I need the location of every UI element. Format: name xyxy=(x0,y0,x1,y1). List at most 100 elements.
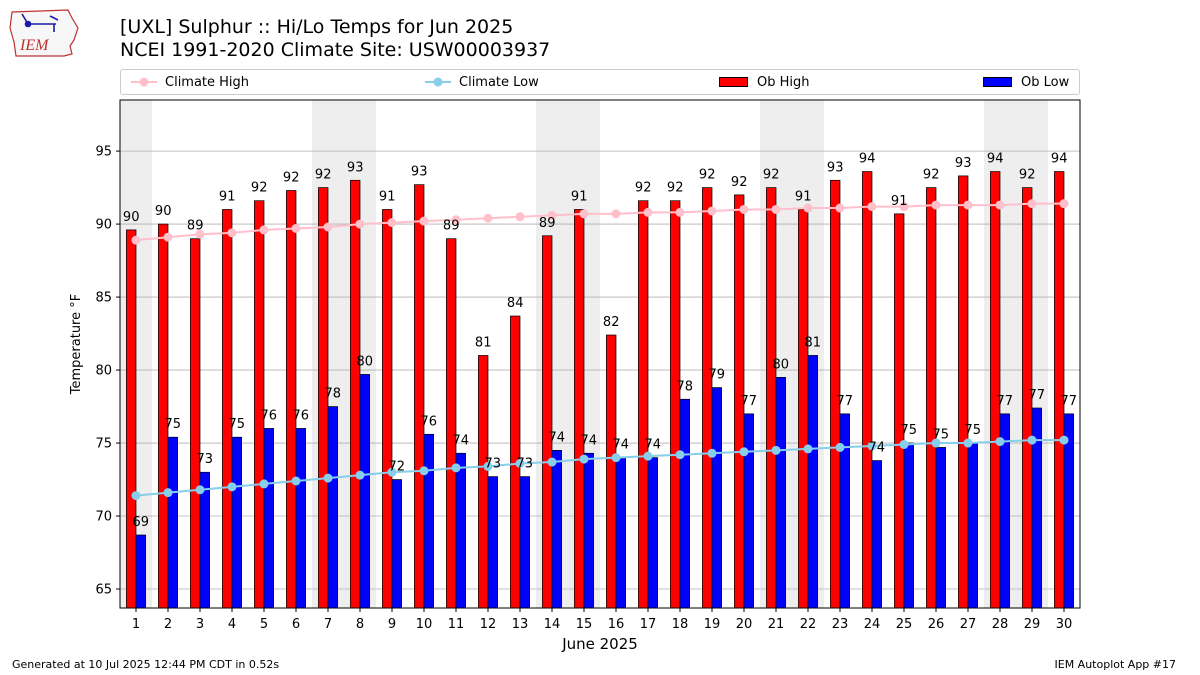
ob-high-label: 89 xyxy=(539,216,556,231)
legend-swatch-climate-high xyxy=(131,77,157,87)
ob-high-bar xyxy=(702,187,713,609)
ob-low-bar xyxy=(167,436,178,609)
ob-low-bar xyxy=(839,413,850,609)
x-tick-label: 30 xyxy=(1056,617,1073,632)
ob-low-label: 80 xyxy=(357,354,374,369)
ob-low-label: 74 xyxy=(453,433,470,448)
ob-high-bar xyxy=(766,187,777,609)
climate-low-point xyxy=(995,437,1005,447)
ob-high-label: 90 xyxy=(155,204,172,219)
ob-high-label: 92 xyxy=(763,168,780,183)
x-tick-label: 12 xyxy=(480,617,497,632)
x-tick-label: 29 xyxy=(1024,617,1041,632)
ob-low-label: 77 xyxy=(741,394,758,409)
ob-low-bar xyxy=(263,428,274,609)
x-tick-label: 6 xyxy=(292,617,300,632)
x-tick-label: 19 xyxy=(704,617,721,632)
ob-high-label: 92 xyxy=(923,168,940,183)
ob-high-bar xyxy=(798,209,809,609)
x-tick-label: 26 xyxy=(928,617,945,632)
legend-item-climate-low: Climate Low xyxy=(425,70,539,94)
ob-high-bar xyxy=(606,334,617,609)
ob-high-label: 92 xyxy=(283,171,300,186)
climate-high-point xyxy=(259,225,269,235)
ob-low-bar xyxy=(903,442,914,609)
ob-high-label: 89 xyxy=(443,219,460,234)
climate-high-point xyxy=(643,207,653,217)
climate-high-point xyxy=(451,215,461,225)
ob-high-bar xyxy=(286,190,297,609)
ob-low-label: 79 xyxy=(709,368,726,383)
ob-low-label: 76 xyxy=(293,408,310,423)
ob-high-bar xyxy=(990,171,1001,609)
ob-low-label: 73 xyxy=(197,452,214,467)
climate-high-point xyxy=(419,216,429,226)
ob-low-label: 74 xyxy=(549,430,566,445)
ob-low-bar xyxy=(327,406,338,609)
x-tick-label: 2 xyxy=(164,617,172,632)
ob-high-label: 92 xyxy=(731,175,748,190)
climate-low-point xyxy=(355,470,365,480)
ob-high-bar xyxy=(350,179,361,609)
climate-high-line xyxy=(135,202,1064,242)
climate-low-point xyxy=(547,457,557,467)
ob-low-label: 75 xyxy=(165,417,182,432)
y-tick-label: 75 xyxy=(95,437,112,452)
y-tick-label: 65 xyxy=(95,583,112,598)
ob-high-bar xyxy=(894,213,905,609)
climate-low-point xyxy=(899,440,909,450)
ob-low-label: 69 xyxy=(133,515,150,530)
x-tick-label: 5 xyxy=(260,617,268,632)
ob-low-bar xyxy=(615,457,626,609)
ob-low-label: 75 xyxy=(965,423,982,438)
ob-low-label: 81 xyxy=(805,335,822,350)
ob-low-bar xyxy=(679,398,690,609)
ob-high-bar xyxy=(574,209,585,609)
ob-low-label: 75 xyxy=(933,427,950,442)
chart-legend: Climate High Climate Low Ob High Ob Low xyxy=(120,69,1080,95)
ob-high-bar xyxy=(190,238,201,609)
y-tick-label: 95 xyxy=(95,145,112,160)
climate-low-point xyxy=(291,476,301,486)
generated-timestamp: Generated at 10 Jul 2025 12:44 PM CDT in… xyxy=(12,658,280,671)
climate-low-point xyxy=(643,451,653,461)
ob-high-bar xyxy=(254,200,265,609)
climate-low-point xyxy=(451,463,461,473)
climate-low-point xyxy=(259,479,269,489)
legend-item-ob-high: Ob High xyxy=(719,70,810,94)
climate-high-point xyxy=(995,200,1005,210)
ob-low-label: 77 xyxy=(997,394,1014,409)
ob-low-label: 74 xyxy=(613,438,630,453)
ob-high-label: 89 xyxy=(187,219,204,234)
ob-low-bar xyxy=(871,460,882,609)
climate-high-point xyxy=(899,202,909,212)
legend-swatch-ob-low xyxy=(983,77,1012,87)
ob-high-bar xyxy=(478,355,489,609)
ob-high-label: 82 xyxy=(603,315,620,330)
x-tick-label: 14 xyxy=(544,617,561,632)
ob-high-label: 92 xyxy=(315,168,332,183)
ob-low-bar xyxy=(551,449,562,609)
ob-high-label: 91 xyxy=(571,189,588,204)
x-tick-label: 3 xyxy=(196,617,204,632)
x-tick-label: 17 xyxy=(640,617,657,632)
climate-low-point xyxy=(131,491,141,501)
ob-low-bar xyxy=(135,534,146,609)
climate-low-point xyxy=(867,441,877,451)
climate-low-point xyxy=(1059,435,1069,445)
x-tick-label: 1 xyxy=(132,617,140,632)
x-tick-label: 15 xyxy=(576,617,593,632)
ob-high-bar xyxy=(158,223,169,609)
ob-high-label: 93 xyxy=(955,156,972,171)
ob-high-label: 94 xyxy=(1051,152,1068,167)
climate-low-point xyxy=(483,461,493,471)
ob-low-bar xyxy=(775,377,786,609)
x-tick-label: 10 xyxy=(416,617,433,632)
ob-low-bar xyxy=(743,413,754,609)
climate-high-point xyxy=(867,202,877,212)
climate-high-point xyxy=(1059,199,1069,209)
climate-high-point xyxy=(675,207,685,217)
ob-high-label: 94 xyxy=(987,152,1004,167)
logo-text: IEM xyxy=(19,37,50,54)
